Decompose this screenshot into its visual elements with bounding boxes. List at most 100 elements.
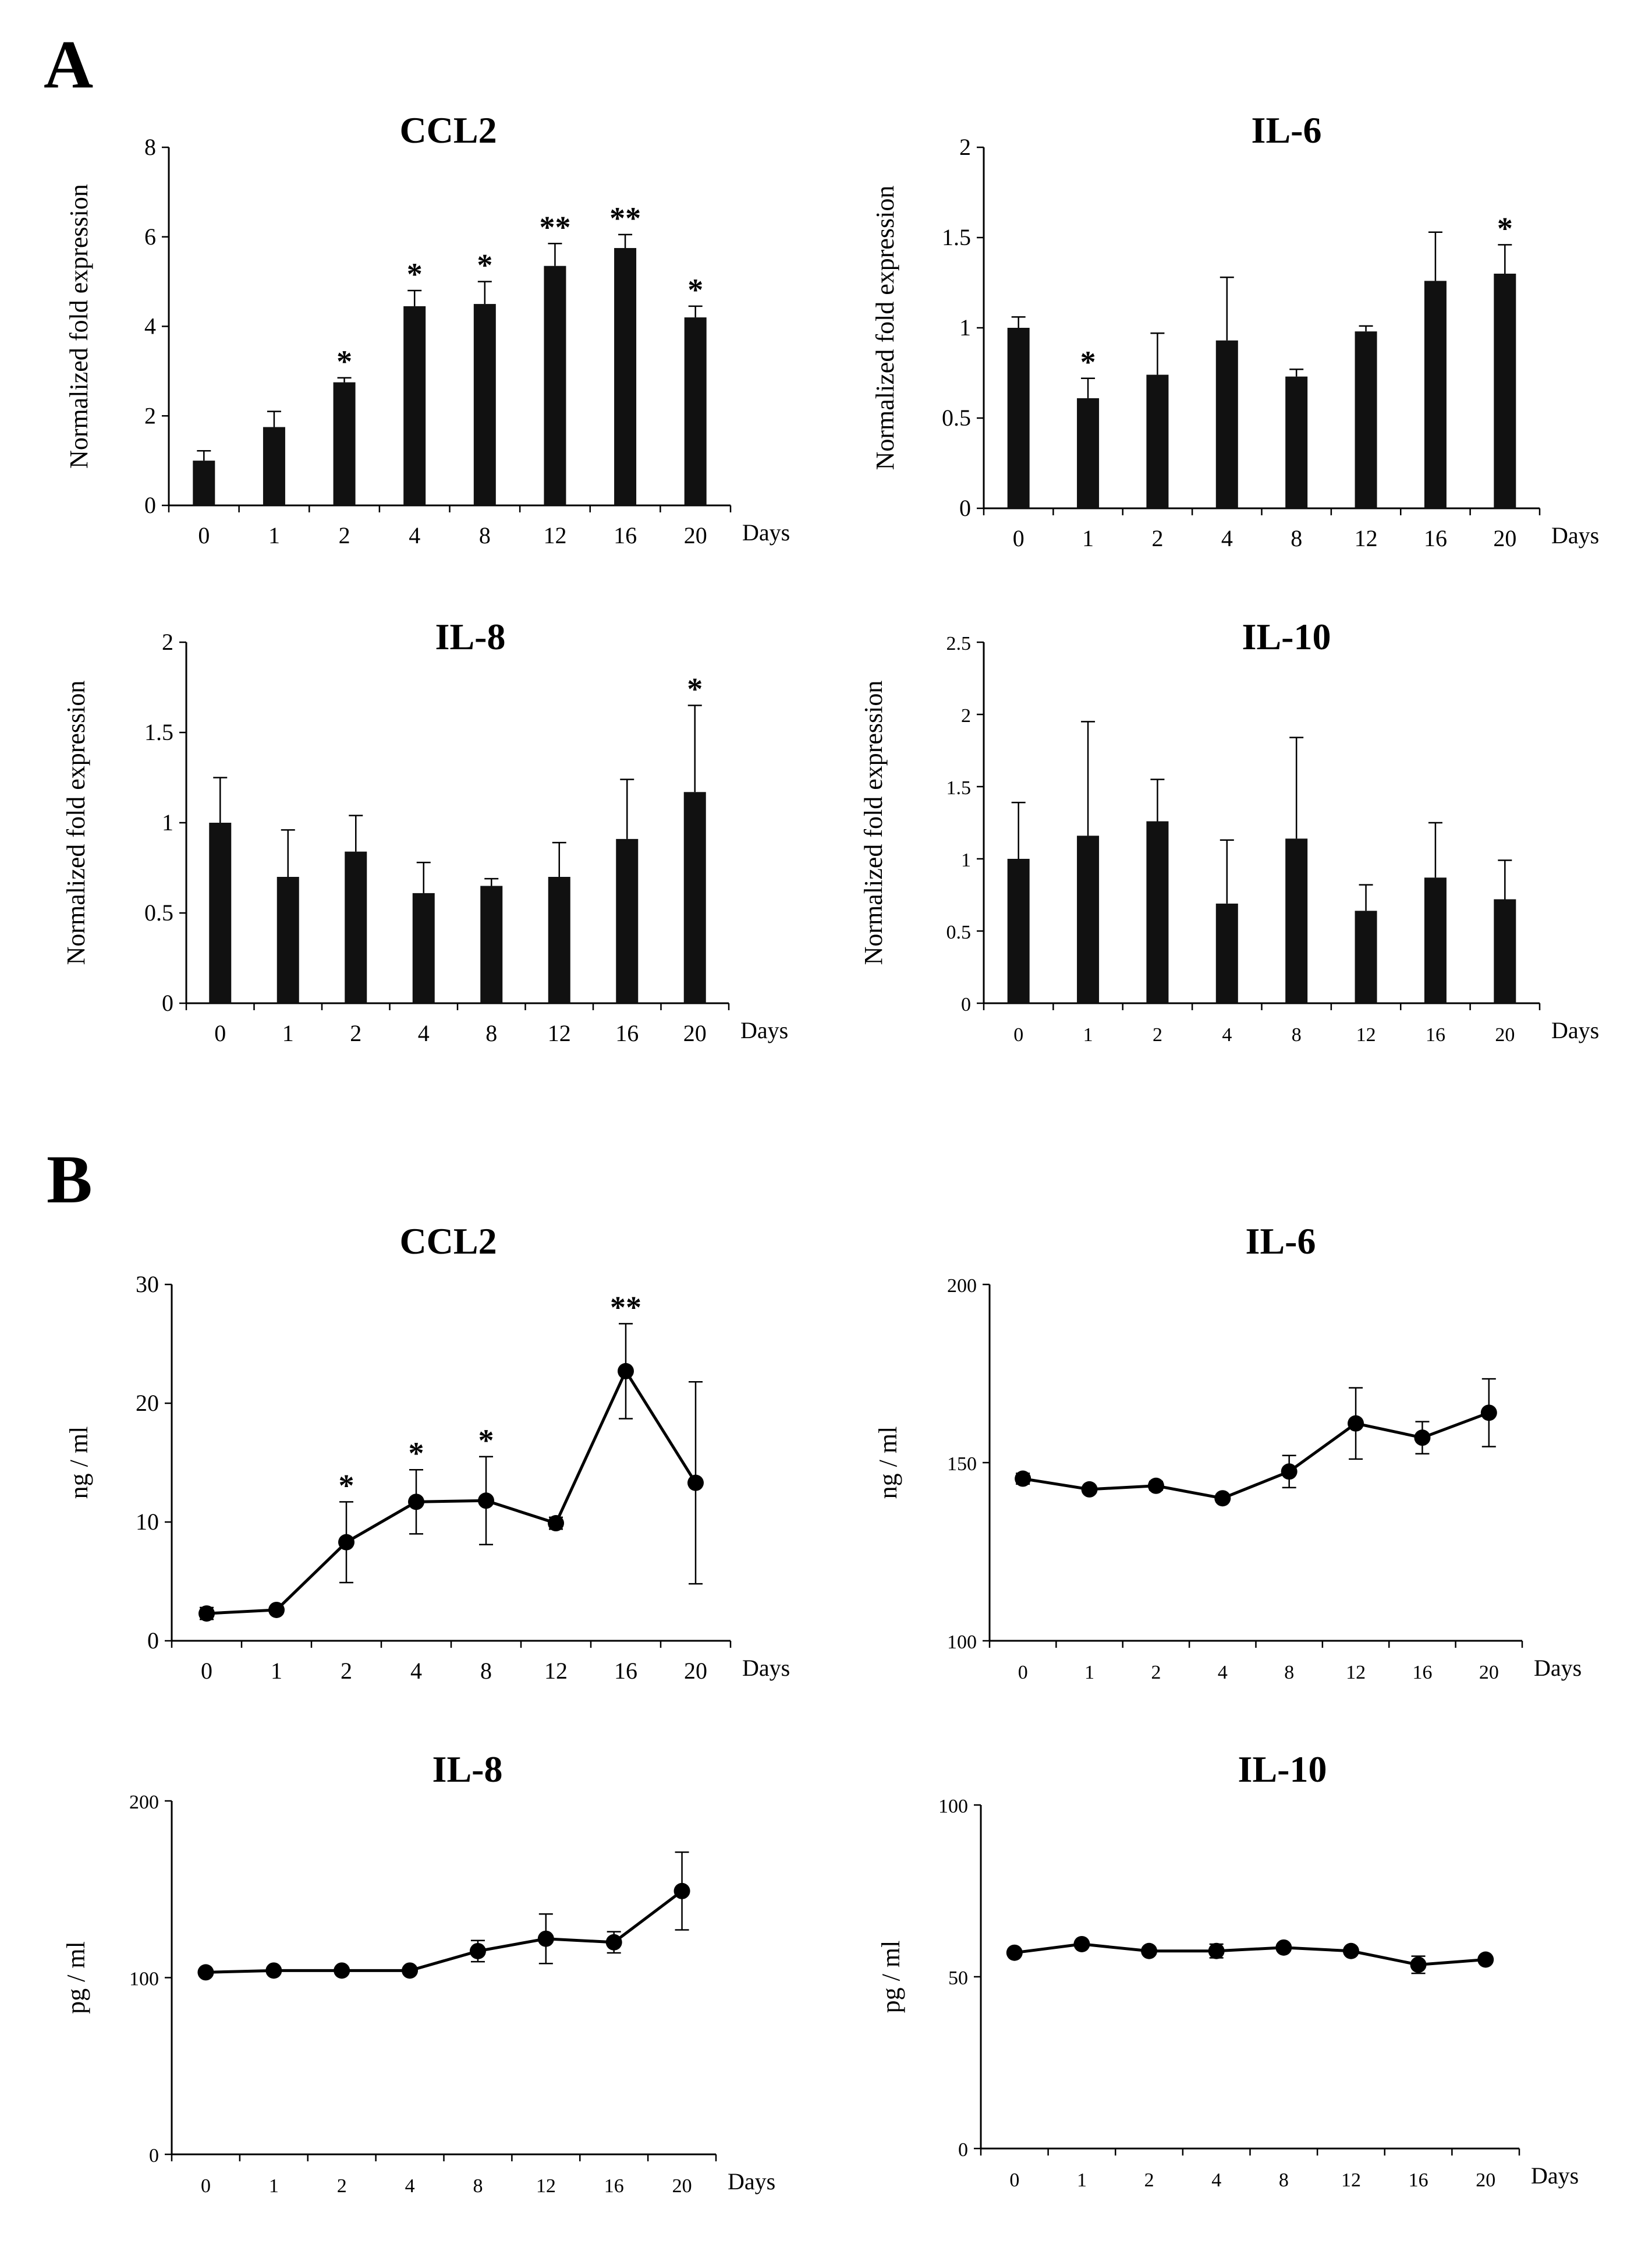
x-tick-label: 1	[1083, 1024, 1093, 1046]
bar	[1355, 331, 1377, 508]
data-point	[1141, 1942, 1158, 1959]
y-axis-label: Normalized fold expression	[859, 681, 888, 965]
bar	[1494, 274, 1516, 508]
y-axis-label: Normalized fold expression	[871, 186, 899, 470]
y-axis-label: ng / ml	[874, 1427, 902, 1499]
x-axis-label: Days	[1534, 1655, 1582, 1681]
series-line	[206, 1368, 697, 1615]
y-axis-label: ng / ml	[65, 1427, 93, 1499]
panel-label-a: A	[44, 26, 93, 102]
data-point	[198, 1605, 215, 1622]
x-tick-label: 8	[473, 2175, 483, 2197]
y-tick-label: 2	[961, 705, 971, 727]
bar	[193, 461, 215, 505]
data-point	[268, 1601, 285, 1618]
significance-marker: **	[609, 201, 641, 236]
x-tick-label: 4	[418, 1020, 430, 1046]
x-tick-label: 1	[1082, 525, 1094, 551]
bar	[333, 382, 356, 505]
x-tick-label: 0	[214, 1020, 226, 1046]
x-tick-label: 12	[1341, 2169, 1361, 2191]
data-point	[1147, 1477, 1164, 1494]
x-tick-label: 4	[410, 1658, 422, 1684]
data-point	[1006, 1944, 1023, 1961]
chart-title: IL-6	[1252, 109, 1322, 151]
data-point	[1414, 1429, 1431, 1446]
significance-marker: *	[409, 1436, 424, 1471]
data-point	[1214, 1490, 1231, 1507]
y-tick-label: 0.5	[942, 405, 971, 431]
y-tick-label: 0	[958, 2139, 968, 2161]
x-tick-label: 16	[604, 2175, 624, 2197]
x-tick-label: 0	[1013, 525, 1024, 551]
y-tick-label: 20	[136, 1390, 159, 1416]
bar	[1146, 821, 1169, 1003]
data-point	[1275, 1939, 1292, 1956]
x-tick-label: 16	[614, 522, 637, 548]
significance-marker: *	[1080, 345, 1096, 380]
y-tick-label: 200	[129, 1792, 159, 1813]
y-tick-label: 100	[938, 1796, 968, 1817]
data-point	[1015, 1470, 1031, 1487]
y-tick-label: 100	[129, 1969, 159, 1990]
data-point	[1208, 1942, 1225, 1959]
data-point	[1348, 1415, 1364, 1432]
y-tick-label: 4	[144, 313, 156, 339]
data-point	[548, 1515, 564, 1532]
data-point	[537, 1930, 554, 1947]
bar	[1424, 877, 1447, 1003]
y-tick-label: 0	[149, 2145, 159, 2167]
y-tick-label: 1.5	[946, 777, 972, 799]
bar	[1077, 398, 1100, 508]
x-tick-label: 0	[1009, 2169, 1019, 2191]
x-tick-label: 20	[1495, 1024, 1515, 1046]
x-tick-label: 20	[1476, 2169, 1495, 2191]
bar	[276, 877, 299, 1003]
x-tick-label: 4	[409, 522, 420, 548]
x-tick-label: 20	[684, 522, 707, 548]
y-tick-label: 50	[948, 1967, 968, 1989]
x-tick-label: 4	[1218, 1662, 1228, 1683]
x-tick-label: 20	[683, 1020, 707, 1046]
bar	[1215, 340, 1238, 508]
x-tick-label: 1	[269, 2175, 279, 2197]
x-tick-label: 12	[1356, 1024, 1376, 1046]
x-axis-label: Days	[1531, 2162, 1579, 2189]
x-axis-label: Days	[728, 2168, 775, 2195]
significance-marker: *	[339, 1468, 354, 1503]
x-tick-label: 12	[1346, 1662, 1366, 1683]
x-tick-label: 2	[1151, 525, 1163, 551]
y-tick-label: 1.5	[942, 224, 971, 250]
x-tick-label: 4	[1211, 2169, 1221, 2191]
x-tick-label: 2	[341, 1658, 352, 1684]
x-tick-label: 12	[548, 1020, 571, 1046]
x-tick-label: 16	[1412, 1662, 1432, 1683]
data-point	[605, 1934, 622, 1951]
x-tick-label: 20	[672, 2175, 692, 2197]
x-tick-label: 2	[1151, 1662, 1161, 1683]
x-tick-label: 8	[479, 522, 491, 548]
x-tick-label: 0	[201, 1658, 212, 1684]
x-axis-label: Days	[742, 519, 790, 546]
x-tick-label: 12	[536, 2175, 556, 2197]
y-tick-label: 200	[947, 1275, 977, 1297]
data-point	[1281, 1463, 1298, 1480]
significance-marker: **	[610, 1290, 641, 1325]
x-tick-label: 8	[1291, 525, 1302, 551]
x-tick-label: 1	[1077, 2169, 1087, 2191]
bar	[1007, 859, 1030, 1003]
x-tick-label: 12	[543, 522, 566, 548]
bar	[345, 851, 367, 1003]
chart-title: CCL2	[399, 1220, 497, 1262]
y-tick-label: 1	[162, 809, 173, 836]
x-axis-label: Days	[1551, 522, 1599, 548]
bar	[683, 792, 706, 1003]
y-tick-label: 1.5	[144, 719, 173, 745]
